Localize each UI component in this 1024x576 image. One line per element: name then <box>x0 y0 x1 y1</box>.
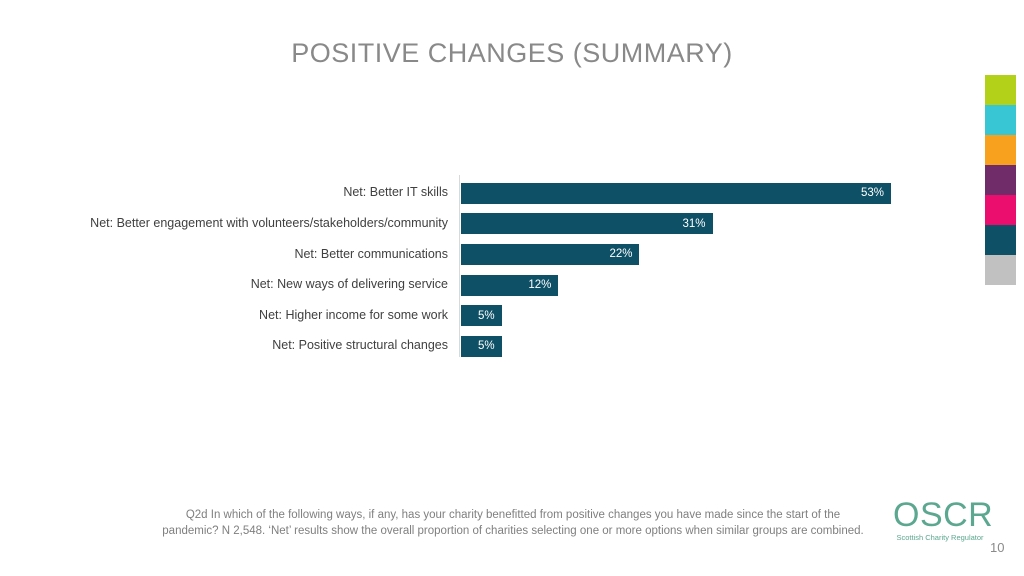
oscr-logo-tagline: Scottish Charity Regulator <box>896 533 984 542</box>
palette-swatch <box>985 255 1016 285</box>
bar: 53% <box>461 182 891 204</box>
bar: 5% <box>461 335 502 357</box>
bar-category-label: Net: New ways of delivering service <box>250 277 448 292</box>
chart-axis-line <box>459 175 460 357</box>
bar-row: Net: Better engagement with volunteers/s… <box>0 209 960 240</box>
oscr-logo: OSCR Scottish Charity Regulator <box>893 496 994 542</box>
page-title: POSITIVE CHANGES (SUMMARY) <box>291 38 733 68</box>
bar-row: Net: Better communications 22% <box>0 239 960 270</box>
bar-value-label: 5% <box>477 340 495 353</box>
positive-changes-bar-chart: Net: Better IT skills 53% Net: Better enga… <box>0 173 960 359</box>
bar: 31% <box>461 213 713 235</box>
bar-row: Net: Better IT skills 53% <box>0 178 960 209</box>
footnote: Q2d In which of the following ways, if a… <box>162 509 864 537</box>
bar-category-label: Net: Higher income for some work <box>259 307 448 322</box>
bar-category-label: Net: Positive structural changes <box>272 338 448 353</box>
bar-category-label: Net: Better communications <box>294 246 448 261</box>
page-number: 10 <box>990 540 1005 555</box>
bar: 5% <box>461 305 502 327</box>
bar: 22% <box>461 243 640 265</box>
palette-swatch <box>985 135 1016 165</box>
bar-row: Net: Positive structural changes 5% <box>0 331 960 362</box>
palette-swatch <box>985 75 1016 105</box>
palette-swatch <box>985 165 1016 195</box>
bar-value-label: 31% <box>682 217 706 230</box>
palette-swatch <box>985 195 1016 225</box>
bar-row: Net: New ways of delivering service 12% <box>0 270 960 301</box>
oscr-logo-text: OSCR <box>893 496 994 534</box>
bar-category-label: Net: Better IT skills <box>343 185 448 200</box>
bar-value-label: 53% <box>860 187 884 200</box>
bar-row: Net: Higher income for some work 5% <box>0 300 960 331</box>
palette-swatch <box>985 225 1016 255</box>
bar-value-label: 22% <box>609 248 633 261</box>
bar-value-label: 5% <box>477 309 495 322</box>
palette-swatch <box>985 105 1016 135</box>
bar-value-label: 12% <box>528 279 552 292</box>
bar-category-label: Net: Better engagement with volunteers/s… <box>90 216 448 231</box>
brand-color-strip <box>985 75 1016 285</box>
bar: 12% <box>461 274 559 296</box>
